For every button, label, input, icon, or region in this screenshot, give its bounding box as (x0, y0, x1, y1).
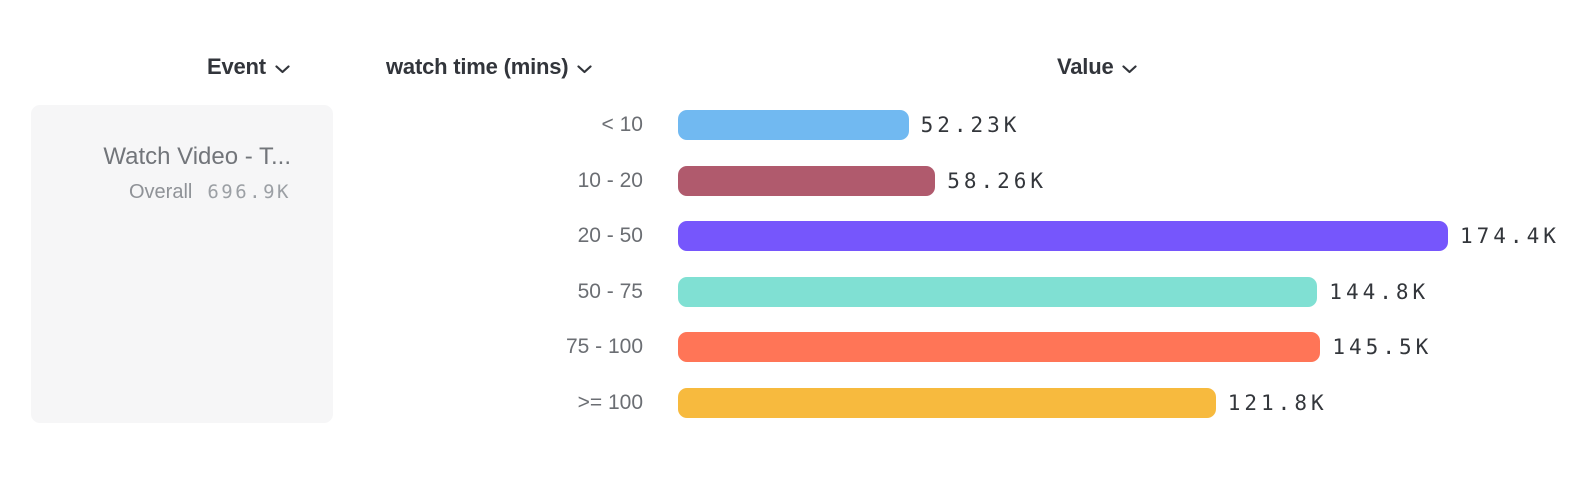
category-label: 10 - 20 (577, 168, 643, 192)
value-label: 52.23K (920, 113, 1021, 137)
chevron-down-icon (275, 64, 290, 74)
chevron-down-icon (577, 64, 593, 74)
category-label: 75 - 100 (565, 335, 643, 359)
bar[interactable] (678, 332, 1321, 363)
overall-label: Overall (129, 181, 193, 203)
event-card[interactable]: Watch Video - T... Overall 696.9K (31, 105, 333, 423)
category-label: >= 100 (577, 391, 643, 414)
chevron-down-icon (1122, 64, 1138, 74)
column-header-value[interactable]: Value (1057, 54, 1138, 80)
value-label: 145.5K (1332, 335, 1433, 360)
event-card-title: Watch Video - T... (103, 143, 291, 170)
category-label: 50 - 75 (577, 279, 643, 303)
bar[interactable] (678, 110, 909, 140)
bar[interactable] (678, 276, 1318, 307)
bar[interactable] (678, 388, 1216, 418)
value-label: 174.4K (1460, 224, 1560, 249)
column-header-event[interactable]: Event (207, 54, 290, 80)
bar[interactable] (678, 165, 936, 196)
value-label: 144.8K (1329, 279, 1430, 304)
event-card-overall: Overall 696.9K (129, 181, 291, 204)
column-header-event-label: Event (207, 54, 266, 79)
category-label: < 10 (601, 113, 643, 136)
value-label: 121.8K (1227, 391, 1328, 415)
column-header-value-label: Value (1057, 54, 1114, 79)
column-header-watch-time[interactable]: watch time (mins) (386, 54, 593, 80)
overall-value: 696.9K (207, 181, 291, 203)
bar[interactable] (678, 221, 1448, 252)
column-header-watch-time-label: watch time (mins) (386, 54, 569, 79)
category-label: 20 - 50 (577, 224, 643, 248)
value-label: 58.26K (947, 168, 1048, 193)
